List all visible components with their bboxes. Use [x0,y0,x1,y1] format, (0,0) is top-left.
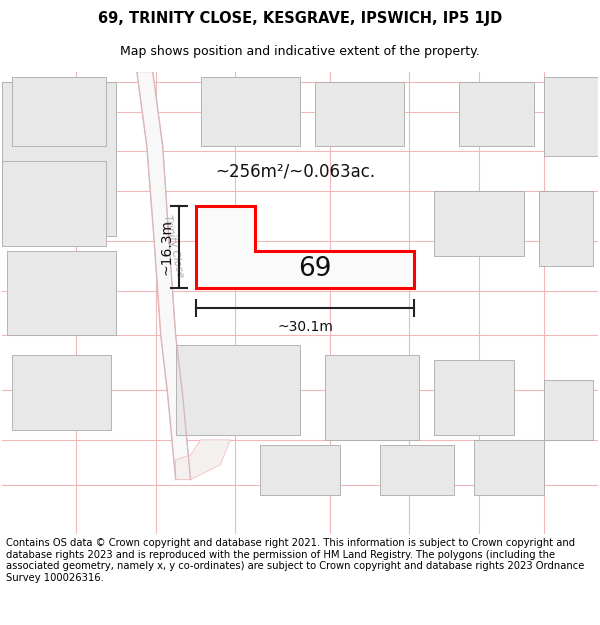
Bar [2,82,116,236]
Bar [200,77,300,146]
Bar [539,191,593,266]
Bar [380,445,454,494]
Text: Contains OS data © Crown copyright and database right 2021. This information is : Contains OS data © Crown copyright and d… [6,538,584,582]
Bar [7,251,116,336]
Bar [544,77,598,156]
Bar [11,356,111,430]
Bar [474,440,544,494]
Polygon shape [176,440,230,479]
Text: 69, TRINITY CLOSE, KESGRAVE, IPSWICH, IP5 1JD: 69, TRINITY CLOSE, KESGRAVE, IPSWICH, IP… [98,11,502,26]
Text: Map shows position and indicative extent of the property.: Map shows position and indicative extent… [120,44,480,58]
Polygon shape [137,72,191,479]
Text: ~16.3m: ~16.3m [160,219,173,275]
Text: Trinity Close: Trinity Close [162,214,185,278]
Bar [2,161,106,246]
Bar [459,82,534,146]
Bar [544,380,593,440]
Bar [260,445,340,494]
Bar [325,356,419,440]
Bar [315,82,404,146]
Bar [176,346,300,435]
Text: ~256m²/~0.063ac.: ~256m²/~0.063ac. [215,162,376,181]
Polygon shape [196,206,415,288]
Text: 69: 69 [298,256,332,282]
Bar [11,77,106,146]
Bar [434,191,524,256]
Text: ~30.1m: ~30.1m [277,319,333,334]
Bar [434,361,514,435]
